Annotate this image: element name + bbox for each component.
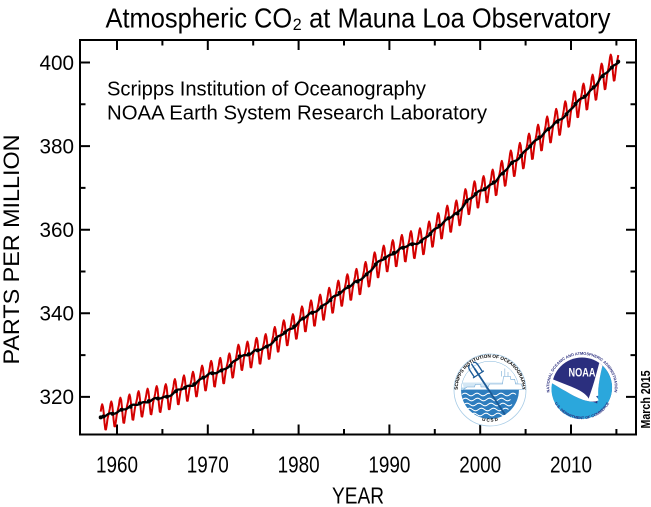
- svg-text:March 2015: March 2015: [638, 371, 651, 429]
- svg-text:1960: 1960: [96, 451, 138, 477]
- svg-text:1970: 1970: [187, 451, 229, 477]
- svg-text:340: 340: [40, 302, 75, 326]
- svg-text:2010: 2010: [550, 451, 592, 477]
- svg-text:1980: 1980: [278, 451, 320, 477]
- svg-text:400: 400: [40, 51, 75, 75]
- svg-text:NOAA Earth System Research Lab: NOAA Earth System Research Laboratory: [107, 102, 488, 125]
- svg-text:320: 320: [40, 385, 75, 409]
- svg-text:1990: 1990: [368, 451, 410, 477]
- svg-text:NOAA: NOAA: [569, 368, 596, 380]
- svg-text:YEAR: YEAR: [332, 482, 384, 507]
- svg-text:U C S D: U C S D: [482, 417, 499, 423]
- svg-text:Atmospheric CO₂ at Mauna Loa O: Atmospheric CO₂ at Mauna Loa Observatory: [106, 3, 611, 34]
- svg-text:380: 380: [40, 134, 75, 158]
- svg-text:360: 360: [40, 218, 75, 242]
- svg-text:Scripps Institution of Oceanog: Scripps Institution of Oceanography: [107, 78, 427, 101]
- svg-text:2000: 2000: [459, 451, 501, 477]
- svg-text:PARTS PER MILLION: PARTS PER MILLION: [0, 135, 24, 365]
